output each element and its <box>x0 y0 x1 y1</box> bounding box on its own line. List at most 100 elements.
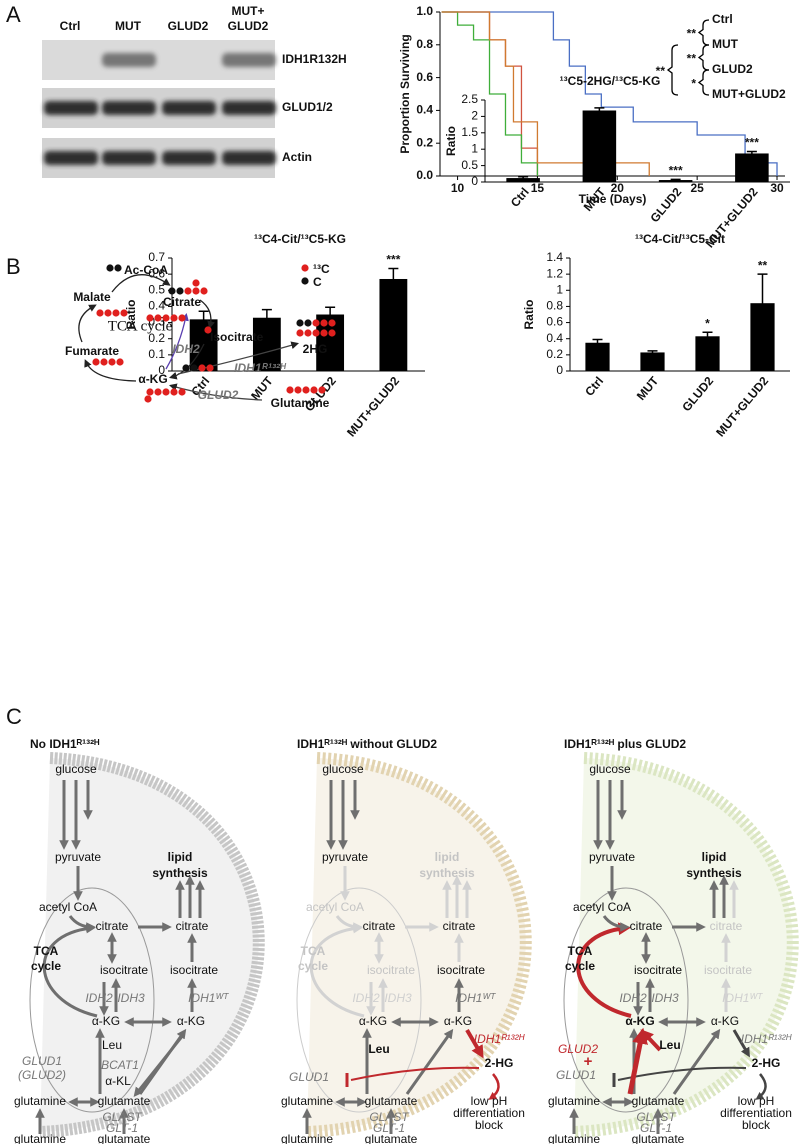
x-tick-label: GLUD2 <box>679 374 716 414</box>
carbon-dot <box>301 277 309 285</box>
diagram-label: IDH3 <box>384 991 412 1005</box>
diagram-label: low pH <box>471 1094 508 1108</box>
diagram-label: citrate <box>363 919 396 933</box>
diagram-label: IDH3 <box>651 991 679 1005</box>
y-tick-label: 1.5 <box>461 125 478 139</box>
pathway-arrow <box>335 915 363 932</box>
diagram-label: synthesis <box>686 866 742 880</box>
carbon-dot <box>301 264 309 272</box>
bracket <box>697 44 710 71</box>
carbon-dot <box>120 309 128 317</box>
carbon-dot <box>286 386 294 394</box>
blot-band <box>222 101 276 115</box>
diagram-label: GLUD1 <box>22 1054 62 1068</box>
carbon-dot <box>296 319 304 327</box>
carbon-dot <box>328 329 336 337</box>
diagram-label: Isocitrate <box>210 330 264 344</box>
y-axis-label: Ratio <box>522 300 536 330</box>
diagram-label: cycle <box>31 959 61 973</box>
diagram-label: α-KG <box>444 1014 472 1028</box>
diagram-label: GLUD1 <box>556 1068 596 1082</box>
blot-band <box>162 151 216 165</box>
diagram-label: citrate <box>710 919 743 933</box>
diagram-label: TCA cycle <box>108 318 173 334</box>
panel-label: A <box>6 2 21 27</box>
diagram-label: glutamate <box>365 1094 418 1108</box>
pathway-arrow <box>68 915 96 932</box>
diagram-label: IDH3 <box>117 991 145 1005</box>
diagram-label: IDH1ᴿ¹³²ᴴ <box>474 1032 526 1046</box>
diagram-label: block <box>475 1118 504 1132</box>
carbon-dot <box>304 319 312 327</box>
diagram-label: α-KG <box>177 1014 205 1028</box>
diagram-label: TCA <box>34 944 59 958</box>
pathway-arrow <box>732 1029 750 1058</box>
diagram-label: GLUD1 <box>289 1070 329 1084</box>
panel-label: C <box>6 704 22 729</box>
error-bar <box>670 178 681 182</box>
diagram-label: synthesis <box>419 866 475 880</box>
x-tick-label: Ctrl <box>508 185 532 210</box>
diagram-label: glutamine <box>548 1132 600 1144</box>
legend-entry: Ctrl <box>712 12 733 26</box>
carbon-dot <box>92 358 100 366</box>
carbon-dot <box>100 358 108 366</box>
diagram-label: α-KG <box>625 1014 654 1028</box>
y-tick-label: 0.5 <box>461 158 478 172</box>
y-tick-label: 0.4 <box>148 299 165 313</box>
error-bar <box>757 273 768 334</box>
diagram-label: IDH1ᵂᵀ <box>188 991 229 1005</box>
x-tick-label: MUT+GLUD2 <box>713 374 771 440</box>
blot-band <box>44 101 98 115</box>
carbon-dot <box>192 279 200 287</box>
significance: *** <box>386 253 400 267</box>
pathway-arrow <box>111 274 171 293</box>
diagram-label: IDH2 <box>619 991 647 1005</box>
x-tick-label: MUT <box>634 373 662 402</box>
diagram-title: IDH1ᴿ¹³²ᴴ plus GLUD2 <box>564 737 686 751</box>
cell-membrane <box>573 752 799 1138</box>
diagram-label: Fumarate <box>65 344 119 358</box>
y-tick-label: 0.6 <box>416 70 433 84</box>
diagram-label: glutamine <box>14 1094 66 1108</box>
blot-band <box>44 151 98 165</box>
carbon-dot <box>108 358 116 366</box>
diagram-label: IDH2 <box>85 991 113 1005</box>
bar <box>379 278 408 371</box>
y-tick-label: 1.2 <box>546 266 563 280</box>
diagram-label: IDH1ᵂᵀ <box>455 991 496 1005</box>
carbon-dot <box>116 358 124 366</box>
diagram-label: glutamate <box>632 1094 685 1108</box>
diagram-label: pyruvate <box>322 850 368 864</box>
legend-entry: MUT <box>712 37 739 51</box>
y-tick-label: 0.4 <box>546 331 563 345</box>
y-tick-label: 1 <box>471 141 478 155</box>
bracket <box>697 69 710 96</box>
diagram-label: lipid <box>702 850 727 864</box>
pathway-arrow <box>42 923 98 1018</box>
carbon-dot <box>114 264 122 272</box>
carbon-dot <box>192 287 200 295</box>
pathway-arrow <box>576 922 632 1018</box>
y-tick-label: 1 <box>556 282 563 296</box>
y-axis-label: Proportion Surviving <box>398 34 412 153</box>
pathway-arrow <box>755 1073 767 1100</box>
cell-interior <box>40 758 259 1132</box>
lane-label: Ctrl <box>60 19 81 33</box>
diagram-label: IDH2 <box>352 991 380 1005</box>
carbon-dot <box>146 314 154 322</box>
diagram-label: synthesis <box>152 866 208 880</box>
diagram-label: glucose <box>55 762 97 776</box>
carbon-dot <box>154 388 162 396</box>
y-tick-label: 0.8 <box>546 299 563 313</box>
carbon-dot <box>206 364 214 372</box>
carbon-dot <box>162 388 170 396</box>
diagram-label: IDH1ᵂᵀ <box>722 991 763 1005</box>
diagram-label: GLT-1 <box>373 1121 405 1135</box>
diagram-label: α-KG <box>92 1014 120 1028</box>
x-tick-label: GLUD2 <box>647 185 684 225</box>
diagram-label: IDH1ᴿ¹³²ᴴ <box>741 1032 793 1046</box>
significance: ** <box>656 64 666 78</box>
carbon-dot <box>146 388 154 396</box>
